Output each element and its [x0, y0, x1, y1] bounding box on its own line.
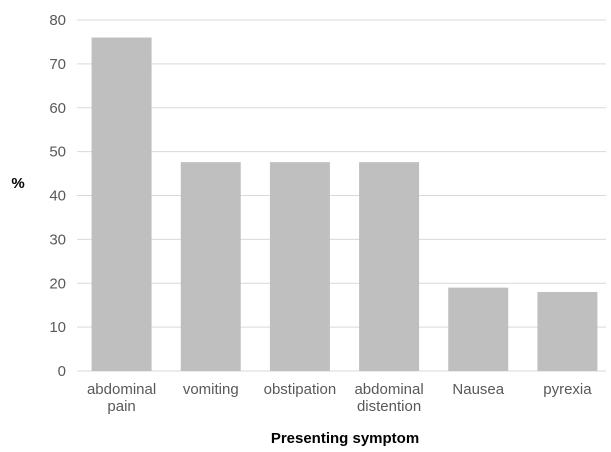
bar — [270, 162, 330, 371]
x-axis-categories: abdominal pain vomiting obstipation abdomina… — [87, 381, 592, 415]
bar — [448, 288, 508, 371]
y-tick-label: 70 — [49, 56, 66, 73]
bar — [537, 292, 597, 371]
y-tick-label: 0 — [58, 363, 66, 380]
x-category-label: pyrexia — [543, 381, 592, 398]
y-tick-label: 50 — [49, 144, 66, 161]
y-tick-label: 20 — [49, 275, 66, 292]
x-category-label: abdominal pain — [87, 381, 156, 415]
x-category-label: vomiting — [183, 381, 239, 398]
gridlines — [77, 20, 606, 371]
bar — [92, 38, 152, 371]
x-category-label: obstipation — [264, 381, 337, 398]
x-category-label: Nausea — [452, 381, 504, 398]
y-tick-label: 60 — [49, 100, 66, 117]
bars — [92, 38, 598, 371]
bar — [359, 162, 419, 371]
y-axis-ticks: 0 10 20 30 40 50 60 70 80 — [49, 12, 66, 380]
y-tick-label: 80 — [49, 12, 66, 29]
bar — [181, 162, 241, 371]
x-category-label: abdominal distention — [354, 381, 423, 415]
y-tick-label: 30 — [49, 231, 66, 248]
y-tick-label: 40 — [49, 188, 66, 205]
y-tick-label: 10 — [49, 319, 66, 336]
y-axis-title: % — [11, 175, 24, 192]
x-axis-title: Presenting symptom — [271, 430, 419, 447]
